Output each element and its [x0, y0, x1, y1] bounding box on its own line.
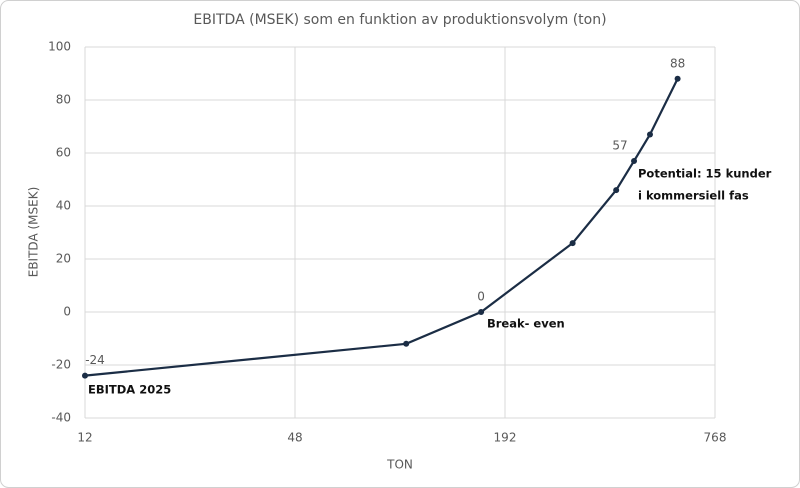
data-label: 88 — [670, 56, 685, 70]
x-axis-label: TON — [386, 458, 413, 472]
data-label: -24 — [85, 353, 105, 367]
y-tick-label: -20 — [51, 358, 71, 372]
x-tick-label: 768 — [704, 431, 727, 445]
data-point — [478, 309, 485, 315]
y-tick-label: 0 — [63, 305, 71, 319]
y-tick-label: 60 — [56, 146, 71, 160]
data-point — [403, 340, 410, 347]
x-tick-label: 12 — [77, 431, 92, 445]
data-point — [569, 240, 576, 247]
annotation: i kommersiell fas — [638, 189, 749, 203]
x-tick-label: 192 — [494, 431, 517, 445]
chart-title: EBITDA (MSEK) som en funktion av produkt… — [193, 12, 606, 28]
data-label: 0 — [477, 290, 485, 304]
y-tick-label: 80 — [56, 93, 71, 107]
data-point — [674, 75, 681, 82]
data-line — [84, 78, 679, 377]
data-point — [82, 372, 88, 379]
y-tick-label: 100 — [48, 40, 71, 54]
y-tick-label: 20 — [56, 252, 71, 266]
annotation: EBITDA 2025 — [88, 383, 171, 397]
x-tick-label: 48 — [287, 431, 302, 445]
y-tick-label: -40 — [51, 411, 71, 425]
annotation: Potential: 15 kunder — [638, 167, 772, 181]
data-point — [613, 187, 620, 194]
y-tick-label: 40 — [56, 199, 71, 213]
data-point — [631, 157, 638, 164]
data-point — [646, 131, 653, 138]
data-label: 57 — [612, 138, 627, 152]
annotation: Break- even — [487, 317, 565, 331]
y-axis-label: EBITDA (MSEK) — [27, 187, 41, 278]
